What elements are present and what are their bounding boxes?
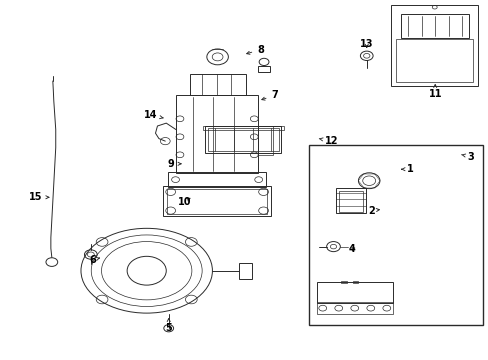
Bar: [339, 191, 362, 212]
Text: 5: 5: [165, 319, 172, 333]
Text: 9: 9: [167, 159, 181, 169]
Bar: [316, 282, 392, 303]
Bar: [207, 128, 278, 151]
Bar: [400, 14, 468, 38]
Bar: [340, 281, 346, 283]
Text: 15: 15: [29, 192, 49, 202]
Bar: [205, 126, 281, 153]
Bar: [352, 281, 358, 283]
Text: 1: 1: [401, 164, 413, 174]
Text: 2: 2: [367, 206, 379, 216]
Bar: [308, 145, 482, 325]
Bar: [168, 172, 265, 187]
Text: 4: 4: [348, 244, 355, 254]
Bar: [239, 263, 251, 279]
Text: 3: 3: [461, 152, 473, 162]
Bar: [203, 126, 283, 130]
Bar: [395, 39, 472, 82]
Bar: [258, 66, 269, 72]
Text: 6: 6: [89, 255, 99, 265]
Bar: [316, 302, 392, 314]
Text: 13: 13: [359, 39, 373, 49]
Bar: [167, 189, 266, 214]
Text: 12: 12: [319, 136, 338, 146]
Bar: [390, 5, 477, 86]
Bar: [163, 186, 270, 216]
Text: 11: 11: [427, 85, 441, 99]
Bar: [336, 188, 365, 213]
Bar: [176, 95, 258, 173]
Text: 8: 8: [246, 45, 264, 55]
Text: 10: 10: [178, 197, 191, 207]
Bar: [258, 126, 272, 155]
Text: 7: 7: [261, 90, 278, 100]
Text: 14: 14: [143, 110, 163, 120]
Bar: [189, 74, 245, 95]
